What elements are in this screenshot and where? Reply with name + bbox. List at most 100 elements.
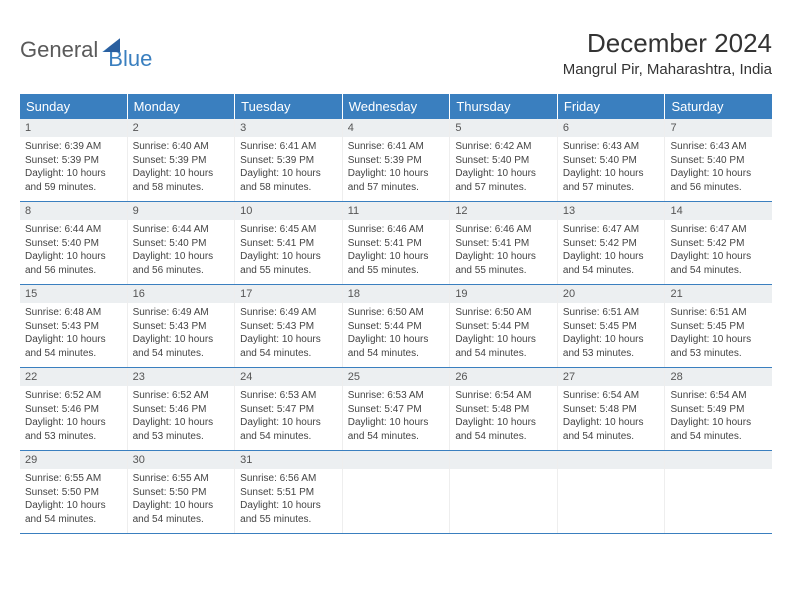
day-body — [343, 469, 450, 477]
sunrise-line: Sunrise: 6:47 AM — [670, 223, 767, 237]
daylight-line: Daylight: 10 hours and 54 minutes. — [133, 333, 230, 360]
sunset-line: Sunset: 5:47 PM — [240, 403, 337, 417]
day-body: Sunrise: 6:51 AMSunset: 5:45 PMDaylight:… — [665, 303, 772, 365]
sunrise-line: Sunrise: 6:46 AM — [455, 223, 552, 237]
weekday-saturday: Saturday — [665, 94, 772, 119]
sunset-line: Sunset: 5:48 PM — [455, 403, 552, 417]
day-body: Sunrise: 6:50 AMSunset: 5:44 PMDaylight:… — [450, 303, 557, 365]
daylight-line: Daylight: 10 hours and 54 minutes. — [240, 416, 337, 443]
sunset-line: Sunset: 5:41 PM — [455, 237, 552, 251]
daylight-line: Daylight: 10 hours and 53 minutes. — [670, 333, 767, 360]
weekday-wednesday: Wednesday — [343, 94, 451, 119]
sunrise-line: Sunrise: 6:41 AM — [240, 140, 337, 154]
day-number: 7 — [665, 119, 772, 137]
day-cell: 7Sunrise: 6:43 AMSunset: 5:40 PMDaylight… — [665, 119, 772, 201]
daylight-line: Daylight: 10 hours and 55 minutes. — [455, 250, 552, 277]
sunset-line: Sunset: 5:45 PM — [563, 320, 660, 334]
day-number: 19 — [450, 285, 557, 303]
day-number: 27 — [558, 368, 665, 386]
daylight-line: Daylight: 10 hours and 54 minutes. — [348, 333, 445, 360]
day-body: Sunrise: 6:44 AMSunset: 5:40 PMDaylight:… — [20, 220, 127, 282]
daylight-line: Daylight: 10 hours and 59 minutes. — [25, 167, 122, 194]
day-body: Sunrise: 6:53 AMSunset: 5:47 PMDaylight:… — [235, 386, 342, 448]
day-cell: 22Sunrise: 6:52 AMSunset: 5:46 PMDayligh… — [20, 368, 128, 450]
day-number: 23 — [128, 368, 235, 386]
sunrise-line: Sunrise: 6:55 AM — [133, 472, 230, 486]
day-body — [558, 469, 665, 477]
day-number: 29 — [20, 451, 127, 469]
weeks-container: 1Sunrise: 6:39 AMSunset: 5:39 PMDaylight… — [20, 119, 772, 534]
daylight-line: Daylight: 10 hours and 57 minutes. — [563, 167, 660, 194]
day-cell: 2Sunrise: 6:40 AMSunset: 5:39 PMDaylight… — [128, 119, 236, 201]
day-cell: 14Sunrise: 6:47 AMSunset: 5:42 PMDayligh… — [665, 202, 772, 284]
day-cell: 20Sunrise: 6:51 AMSunset: 5:45 PMDayligh… — [558, 285, 666, 367]
day-body: Sunrise: 6:54 AMSunset: 5:49 PMDaylight:… — [665, 386, 772, 448]
daylight-line: Daylight: 10 hours and 55 minutes. — [348, 250, 445, 277]
day-cell: 3Sunrise: 6:41 AMSunset: 5:39 PMDaylight… — [235, 119, 343, 201]
sunset-line: Sunset: 5:42 PM — [670, 237, 767, 251]
sunrise-line: Sunrise: 6:40 AM — [133, 140, 230, 154]
day-number: 12 — [450, 202, 557, 220]
day-cell: 12 Sunrise: 6:46 AMSunset: 5:41 PMDayligh… — [450, 202, 558, 284]
day-number — [450, 451, 557, 469]
sunset-line: Sunset: 5:40 PM — [455, 154, 552, 168]
sunset-line: Sunset: 5:47 PM — [348, 403, 445, 417]
title-block: December 2024 Mangrul Pir, Maharashtra, … — [563, 28, 772, 78]
daylight-line: Daylight: 10 hours and 55 minutes. — [240, 250, 337, 277]
day-body: Sunrise: 6:43 AMSunset: 5:40 PMDaylight:… — [558, 137, 665, 199]
sunset-line: Sunset: 5:51 PM — [240, 486, 337, 500]
sunrise-line: Sunrise: 6:51 AM — [670, 306, 767, 320]
day-number: 14 — [665, 202, 772, 220]
day-body: Sunrise: 6:55 AMSunset: 5:50 PMDaylight:… — [20, 469, 127, 531]
sunset-line: Sunset: 5:40 PM — [563, 154, 660, 168]
sunset-line: Sunset: 5:43 PM — [133, 320, 230, 334]
day-body: Sunrise: 6:55 AMSunset: 5:50 PMDaylight:… — [128, 469, 235, 531]
calendar: SundayMondayTuesdayWednesdayThursdayFrid… — [20, 94, 772, 534]
daylight-line: Daylight: 10 hours and 54 minutes. — [455, 333, 552, 360]
day-cell: 18Sunrise: 6:50 AMSunset: 5:44 PMDayligh… — [343, 285, 451, 367]
daylight-line: Daylight: 10 hours and 54 minutes. — [25, 333, 122, 360]
week-row: 22Sunrise: 6:52 AMSunset: 5:46 PMDayligh… — [20, 368, 772, 451]
day-number: 28 — [665, 368, 772, 386]
day-body: Sunrise: 6:53 AMSunset: 5:47 PMDaylight:… — [343, 386, 450, 448]
day-number: 24 — [235, 368, 342, 386]
week-row: 15Sunrise: 6:48 AMSunset: 5:43 PMDayligh… — [20, 285, 772, 368]
day-cell: 8Sunrise: 6:44 AMSunset: 5:40 PMDaylight… — [20, 202, 128, 284]
sunrise-line: Sunrise: 6:50 AM — [455, 306, 552, 320]
sunrise-line: Sunrise: 6:47 AM — [563, 223, 660, 237]
weekday-row: SundayMondayTuesdayWednesdayThursdayFrid… — [20, 94, 772, 119]
day-cell: 4Sunrise: 6:41 AMSunset: 5:39 PMDaylight… — [343, 119, 451, 201]
sunrise-line: Sunrise: 6:52 AM — [133, 389, 230, 403]
day-cell: 31Sunrise: 6:56 AMSunset: 5:51 PMDayligh… — [235, 451, 343, 533]
day-number: 10 — [235, 202, 342, 220]
daylight-line: Daylight: 10 hours and 54 minutes. — [455, 416, 552, 443]
day-number: 21 — [665, 285, 772, 303]
day-number — [665, 451, 772, 469]
sunrise-line: Sunrise: 6:44 AM — [133, 223, 230, 237]
day-body: Sunrise: 6:56 AMSunset: 5:51 PMDaylight:… — [235, 469, 342, 531]
weekday-thursday: Thursday — [450, 94, 558, 119]
day-body: Sunrise: 6:47 AMSunset: 5:42 PMDaylight:… — [665, 220, 772, 282]
sunrise-line: Sunrise: 6:43 AM — [563, 140, 660, 154]
empty-cell — [450, 451, 558, 533]
daylight-line: Daylight: 10 hours and 53 minutes. — [133, 416, 230, 443]
day-cell: 15Sunrise: 6:48 AMSunset: 5:43 PMDayligh… — [20, 285, 128, 367]
day-cell: 29Sunrise: 6:55 AMSunset: 5:50 PMDayligh… — [20, 451, 128, 533]
day-body: Sunrise: 6:52 AMSunset: 5:46 PMDaylight:… — [20, 386, 127, 448]
day-body: Sunrise: 6:49 AMSunset: 5:43 PMDaylight:… — [128, 303, 235, 365]
weekday-sunday: Sunday — [20, 94, 128, 119]
sunrise-line: Sunrise: 6:46 AM — [348, 223, 445, 237]
day-number: 16 — [128, 285, 235, 303]
sunrise-line: Sunrise: 6:50 AM — [348, 306, 445, 320]
sunset-line: Sunset: 5:39 PM — [348, 154, 445, 168]
day-body — [450, 469, 557, 477]
sunset-line: Sunset: 5:45 PM — [670, 320, 767, 334]
sunrise-line: Sunrise: 6:56 AM — [240, 472, 337, 486]
week-row: 1Sunrise: 6:39 AMSunset: 5:39 PMDaylight… — [20, 119, 772, 202]
day-number: 4 — [343, 119, 450, 137]
daylight-line: Daylight: 10 hours and 54 minutes. — [670, 416, 767, 443]
daylight-line: Daylight: 10 hours and 55 minutes. — [240, 499, 337, 526]
day-number: 31 — [235, 451, 342, 469]
day-body: Sunrise: 6:52 AMSunset: 5:46 PMDaylight:… — [128, 386, 235, 448]
sunrise-line: Sunrise: 6:44 AM — [25, 223, 122, 237]
